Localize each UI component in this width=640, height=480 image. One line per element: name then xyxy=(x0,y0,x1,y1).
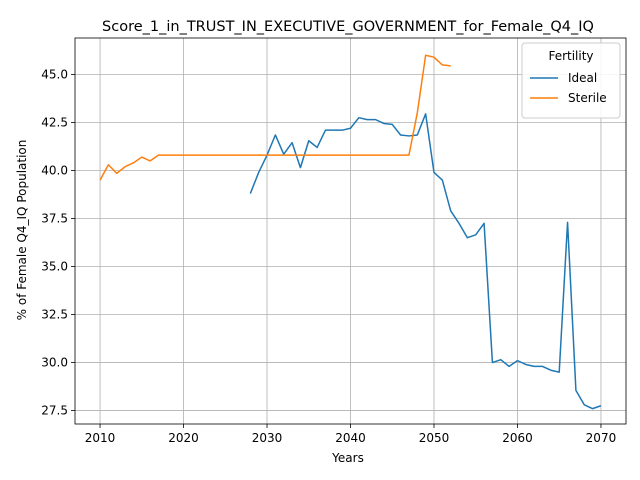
y-tick-label: 42.5 xyxy=(41,115,68,129)
y-axis-label: % of Female Q4_IQ Population xyxy=(15,140,29,321)
x-tick-label: 2050 xyxy=(419,431,450,445)
x-tick-label: 2030 xyxy=(252,431,283,445)
x-tick-label: 2010 xyxy=(85,431,116,445)
x-tick-label: 2020 xyxy=(168,431,199,445)
series-line-sterile xyxy=(99,54,451,181)
chart-title: Score_1_in_TRUST_IN_EXECUTIVE_GOVERNMENT… xyxy=(102,19,594,35)
x-tick-label: 2060 xyxy=(502,431,533,445)
y-tick-label: 30.0 xyxy=(41,356,68,370)
gridlines xyxy=(75,38,626,424)
y-axis-ticks: 27.5 30.0 32.5 35.0 37.5 40.0 42.5 45.0 xyxy=(41,67,75,418)
legend-box xyxy=(521,42,621,119)
legend: Fertility Ideal Sterile xyxy=(521,42,621,119)
legend-title: Fertility xyxy=(548,49,593,63)
y-tick-label: 35.0 xyxy=(41,260,68,274)
y-tick-label: 45.0 xyxy=(41,67,68,81)
x-tick-label: 2040 xyxy=(335,431,366,445)
y-tick-label: 32.5 xyxy=(41,308,68,322)
y-tick-label: 27.5 xyxy=(41,404,68,418)
x-axis-ticks: 2010 2020 2030 2040 2050 2060 2070 xyxy=(85,424,616,445)
series-lines xyxy=(99,54,602,410)
legend-label-sterile: Sterile xyxy=(568,91,607,105)
y-tick-label: 40.0 xyxy=(41,164,68,178)
series-line-ideal xyxy=(249,113,602,410)
legend-label-ideal: Ideal xyxy=(568,71,597,85)
x-tick-label: 2070 xyxy=(586,431,617,445)
y-tick-label: 37.5 xyxy=(41,212,68,226)
x-axis-label: Years xyxy=(331,451,364,465)
